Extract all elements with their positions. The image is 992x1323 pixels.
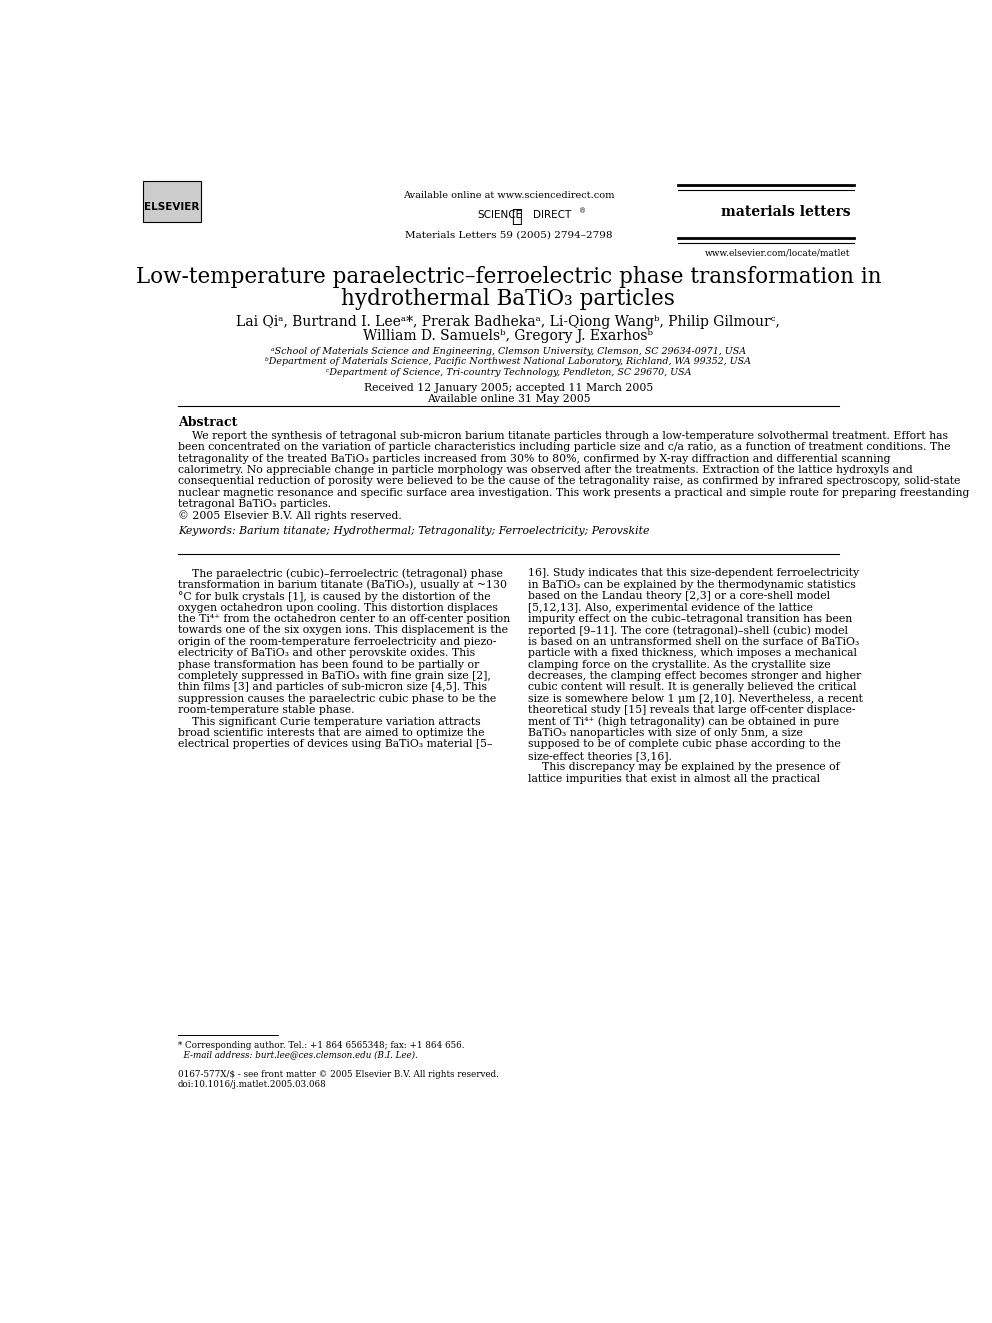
Text: origin of the room-temperature ferroelectricity and piezo-: origin of the room-temperature ferroelec…: [178, 636, 496, 647]
Text: DIRECT: DIRECT: [533, 209, 571, 220]
Text: calorimetry. No appreciable change in particle morphology was observed after the: calorimetry. No appreciable change in pa…: [178, 464, 913, 475]
Text: ⓐ: ⓐ: [511, 208, 522, 226]
Text: the Ti⁴⁺ from the octahedron center to an off-center position: the Ti⁴⁺ from the octahedron center to a…: [178, 614, 510, 624]
Text: © 2005 Elsevier B.V. All rights reserved.: © 2005 Elsevier B.V. All rights reserved…: [178, 511, 402, 521]
Text: This significant Curie temperature variation attracts: This significant Curie temperature varia…: [178, 717, 480, 726]
Text: consequential reduction of porosity were believed to be the cause of the tetrago: consequential reduction of porosity were…: [178, 476, 960, 487]
Text: Low-temperature paraelectric–ferroelectric phase transformation in: Low-temperature paraelectric–ferroelectr…: [136, 266, 881, 287]
Text: ᵃSchool of Materials Science and Engineering, Clemson University, Clemson, SC 29: ᵃSchool of Materials Science and Enginee…: [271, 347, 746, 356]
Text: tetragonality of the treated BaTiO₃ particles increased from 30% to 80%, confirm: tetragonality of the treated BaTiO₃ part…: [178, 454, 890, 463]
Text: impurity effect on the cubic–tetragonal transition has been: impurity effect on the cubic–tetragonal …: [528, 614, 852, 624]
Text: ᶜDepartment of Science, Tri-country Technology, Pendleton, SC 29670, USA: ᶜDepartment of Science, Tri-country Tech…: [325, 368, 691, 377]
Text: in BaTiO₃ can be explained by the thermodynamic statistics: in BaTiO₃ can be explained by the thermo…: [528, 579, 855, 590]
Text: lattice impurities that exist in almost all the practical: lattice impurities that exist in almost …: [528, 774, 819, 783]
Text: clamping force on the crystallite. As the crystallite size: clamping force on the crystallite. As th…: [528, 660, 830, 669]
Text: been concentrated on the variation of particle characteristics including particl: been concentrated on the variation of pa…: [178, 442, 950, 452]
Text: size is somewhere below 1 μm [2,10]. Nevertheless, a recent: size is somewhere below 1 μm [2,10]. Nev…: [528, 693, 862, 704]
Text: Materials Letters 59 (2005) 2794–2798: Materials Letters 59 (2005) 2794–2798: [405, 230, 612, 239]
Text: based on the Landau theory [2,3] or a core-shell model: based on the Landau theory [2,3] or a co…: [528, 591, 829, 601]
Text: size-effect theories [3,16].: size-effect theories [3,16].: [528, 751, 672, 761]
Text: thin films [3] and particles of sub-micron size [4,5]. This: thin films [3] and particles of sub-micr…: [178, 683, 487, 692]
Text: SCIENCE: SCIENCE: [478, 209, 523, 220]
Text: Abstract: Abstract: [178, 417, 237, 430]
Text: is based on an untransformed shell on the surface of BaTiO₃: is based on an untransformed shell on th…: [528, 636, 859, 647]
Text: materials letters: materials letters: [721, 205, 850, 218]
Text: ment of Ti⁴⁺ (high tetragonality) can be obtained in pure: ment of Ti⁴⁺ (high tetragonality) can be…: [528, 717, 839, 728]
Text: suppression causes the paraelectric cubic phase to be the: suppression causes the paraelectric cubi…: [178, 693, 496, 704]
Text: °C for bulk crystals [1], is caused by the distortion of the: °C for bulk crystals [1], is caused by t…: [178, 591, 490, 602]
Text: phase transformation has been found to be partially or: phase transformation has been found to b…: [178, 660, 479, 669]
Text: ELSEVIER: ELSEVIER: [144, 201, 199, 212]
Text: 0167-577X/$ - see front matter © 2005 Elsevier B.V. All rights reserved.: 0167-577X/$ - see front matter © 2005 El…: [178, 1070, 499, 1080]
Text: The paraelectric (cubic)–ferroelectric (tetragonal) phase: The paraelectric (cubic)–ferroelectric (…: [178, 569, 503, 579]
Text: Received 12 January 2005; accepted 11 March 2005: Received 12 January 2005; accepted 11 Ma…: [364, 382, 653, 393]
Text: room-temperature stable phase.: room-temperature stable phase.: [178, 705, 354, 716]
Text: electrical properties of devices using BaTiO₃ material [5–: electrical properties of devices using B…: [178, 740, 492, 749]
Text: doi:10.1016/j.matlet.2005.03.068: doi:10.1016/j.matlet.2005.03.068: [178, 1080, 326, 1089]
FancyBboxPatch shape: [143, 181, 200, 222]
Text: particle with a fixed thickness, which imposes a mechanical: particle with a fixed thickness, which i…: [528, 648, 857, 658]
Text: www.elsevier.com/locate/matlet: www.elsevier.com/locate/matlet: [705, 249, 850, 258]
Text: ᵇDepartment of Materials Science, Pacific Northwest National Laboratory, Richlan: ᵇDepartment of Materials Science, Pacifi…: [266, 357, 751, 366]
Text: Keywords: Barium titanate; Hydrothermal; Tetragonality; Ferroelectricity; Perovs: Keywords: Barium titanate; Hydrothermal;…: [178, 527, 649, 536]
Text: tetragonal BaTiO₃ particles.: tetragonal BaTiO₃ particles.: [178, 499, 331, 509]
Text: towards one of the six oxygen ions. This displacement is the: towards one of the six oxygen ions. This…: [178, 626, 508, 635]
Text: Lai Qiᵃ, Burtrand I. Leeᵃ*, Prerak Badhekaᵃ, Li-Qiong Wangᵇ, Philip Gilmourᶜ,: Lai Qiᵃ, Burtrand I. Leeᵃ*, Prerak Badhe…: [236, 315, 781, 328]
Text: reported [9–11]. The core (tetragonal)–shell (cubic) model: reported [9–11]. The core (tetragonal)–s…: [528, 626, 847, 636]
Text: William D. Samuelsᵇ, Gregory J. Exarhosᵇ: William D. Samuelsᵇ, Gregory J. Exarhosᵇ: [363, 329, 654, 343]
Text: 16]. Study indicates that this size-dependent ferroelectricity: 16]. Study indicates that this size-depe…: [528, 569, 859, 578]
Text: supposed to be of complete cubic phase according to the: supposed to be of complete cubic phase a…: [528, 740, 840, 749]
Text: completely suppressed in BaTiO₃ with fine grain size [2],: completely suppressed in BaTiO₃ with fin…: [178, 671, 491, 681]
Text: We report the synthesis of tetragonal sub-micron barium titanate particles throu: We report the synthesis of tetragonal su…: [178, 431, 947, 441]
Text: E-mail address: burt.lee@ces.clemson.edu (B.I. Lee).: E-mail address: burt.lee@ces.clemson.edu…: [178, 1050, 418, 1060]
Text: cubic content will result. It is generally believed the critical: cubic content will result. It is general…: [528, 683, 856, 692]
Text: This discrepancy may be explained by the presence of: This discrepancy may be explained by the…: [528, 762, 839, 773]
Text: BaTiO₃ nanoparticles with size of only 5nm, a size: BaTiO₃ nanoparticles with size of only 5…: [528, 728, 803, 738]
Text: nuclear magnetic resonance and specific surface area investigation. This work pr: nuclear magnetic resonance and specific …: [178, 488, 969, 497]
Text: theoretical study [15] reveals that large off-center displace-: theoretical study [15] reveals that larg…: [528, 705, 855, 716]
Text: [5,12,13]. Also, experimental evidence of the lattice: [5,12,13]. Also, experimental evidence o…: [528, 602, 812, 613]
Text: transformation in barium titanate (BaTiO₃), usually at ~130: transformation in barium titanate (BaTiO…: [178, 579, 507, 590]
Text: broad scientific interests that are aimed to optimize the: broad scientific interests that are aime…: [178, 728, 484, 738]
Text: Available online 31 May 2005: Available online 31 May 2005: [427, 394, 590, 404]
Text: * Corresponding author. Tel.: +1 864 6565348; fax: +1 864 656.: * Corresponding author. Tel.: +1 864 656…: [178, 1041, 464, 1050]
Text: oxygen octahedron upon cooling. This distortion displaces: oxygen octahedron upon cooling. This dis…: [178, 602, 498, 613]
Text: decreases, the clamping effect becomes stronger and higher: decreases, the clamping effect becomes s…: [528, 671, 861, 681]
Text: electricity of BaTiO₃ and other perovskite oxides. This: electricity of BaTiO₃ and other perovski…: [178, 648, 475, 658]
Text: ®: ®: [579, 208, 586, 216]
Text: hydrothermal BaTiO₃ particles: hydrothermal BaTiO₃ particles: [341, 288, 676, 310]
Text: Available online at www.sciencedirect.com: Available online at www.sciencedirect.co…: [403, 192, 614, 200]
